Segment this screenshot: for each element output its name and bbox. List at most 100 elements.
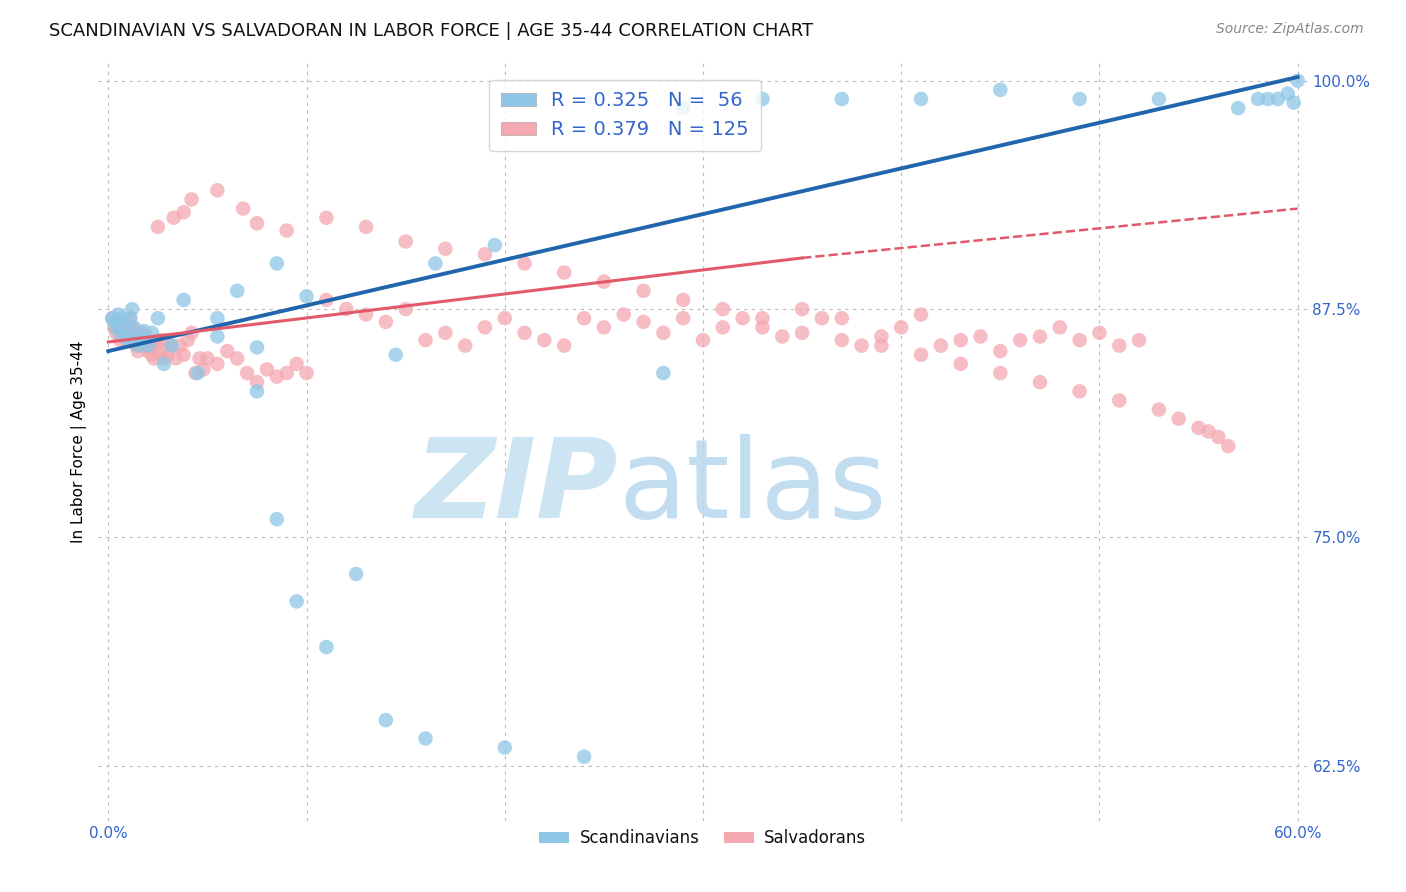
- Point: [1010, 333, 1032, 347]
- Point: [285, 594, 308, 608]
- Point: [395, 235, 418, 249]
- Point: [1247, 92, 1270, 106]
- Point: [593, 275, 616, 289]
- Point: [226, 284, 249, 298]
- Point: [150, 333, 173, 347]
- Point: [344, 566, 367, 581]
- Point: [1049, 320, 1071, 334]
- Point: [1088, 326, 1111, 340]
- Point: [672, 293, 695, 307]
- Point: [129, 333, 152, 347]
- Point: [112, 326, 135, 340]
- Point: [173, 205, 195, 219]
- Point: [107, 308, 129, 322]
- Point: [1267, 92, 1289, 106]
- Point: [117, 333, 139, 347]
- Point: [132, 324, 155, 338]
- Point: [146, 311, 169, 326]
- Point: [335, 302, 357, 317]
- Point: [115, 329, 138, 343]
- Point: [184, 366, 207, 380]
- Point: [188, 351, 211, 366]
- Point: [145, 338, 167, 352]
- Point: [295, 289, 318, 303]
- Point: [1208, 430, 1230, 444]
- Point: [711, 302, 734, 317]
- Point: [910, 308, 932, 322]
- Text: Source: ZipAtlas.com: Source: ZipAtlas.com: [1216, 22, 1364, 37]
- Point: [533, 333, 555, 347]
- Point: [513, 256, 536, 270]
- Point: [146, 219, 169, 234]
- Point: [553, 266, 575, 280]
- Point: [1227, 101, 1250, 115]
- Point: [1167, 411, 1189, 425]
- Point: [988, 83, 1011, 97]
- Point: [276, 223, 298, 237]
- Point: [125, 338, 148, 352]
- Point: [711, 320, 734, 334]
- Point: [790, 302, 813, 317]
- Point: [139, 338, 162, 352]
- Point: [105, 320, 128, 334]
- Point: [121, 302, 143, 317]
- Point: [149, 344, 172, 359]
- Point: [751, 92, 773, 106]
- Point: [374, 713, 396, 727]
- Point: [217, 344, 239, 359]
- Point: [613, 308, 636, 322]
- Point: [633, 315, 655, 329]
- Point: [129, 329, 152, 343]
- Point: [226, 351, 249, 366]
- Point: [672, 311, 695, 326]
- Point: [1187, 421, 1209, 435]
- Point: [354, 219, 377, 234]
- Point: [246, 216, 269, 230]
- Point: [949, 357, 972, 371]
- Point: [1282, 95, 1305, 110]
- Point: [395, 302, 418, 317]
- Point: [103, 320, 125, 334]
- Point: [811, 311, 834, 326]
- Point: [1277, 87, 1299, 101]
- Point: [111, 320, 134, 334]
- Point: [513, 326, 536, 340]
- Point: [197, 351, 219, 366]
- Point: [494, 740, 516, 755]
- Point: [692, 333, 714, 347]
- Point: [107, 315, 129, 329]
- Text: SCANDINAVIAN VS SALVADORAN IN LABOR FORCE | AGE 35-44 CORRELATION CHART: SCANDINAVIAN VS SALVADORAN IN LABOR FORC…: [49, 22, 813, 40]
- Point: [851, 338, 873, 352]
- Point: [751, 320, 773, 334]
- Point: [1257, 92, 1279, 106]
- Point: [127, 344, 149, 359]
- Point: [110, 333, 132, 347]
- Point: [120, 311, 142, 326]
- Y-axis label: In Labor Force | Age 35-44: In Labor Force | Age 35-44: [72, 341, 87, 542]
- Point: [1108, 338, 1130, 352]
- Point: [652, 326, 675, 340]
- Point: [173, 348, 195, 362]
- Point: [236, 366, 259, 380]
- Point: [266, 369, 288, 384]
- Point: [354, 308, 377, 322]
- Point: [256, 362, 278, 376]
- Point: [120, 311, 142, 326]
- Point: [266, 512, 288, 526]
- Legend: Scandinavians, Salvadorans: Scandinavians, Salvadorans: [533, 822, 873, 854]
- Point: [141, 326, 163, 340]
- Point: [103, 315, 125, 329]
- Point: [929, 338, 952, 352]
- Point: [101, 311, 124, 326]
- Point: [1069, 92, 1091, 106]
- Point: [770, 329, 793, 343]
- Point: [790, 326, 813, 340]
- Point: [1069, 333, 1091, 347]
- Point: [160, 338, 183, 352]
- Point: [454, 338, 477, 352]
- Point: [553, 338, 575, 352]
- Point: [122, 320, 145, 334]
- Point: [949, 333, 972, 347]
- Point: [434, 326, 457, 340]
- Point: [374, 315, 396, 329]
